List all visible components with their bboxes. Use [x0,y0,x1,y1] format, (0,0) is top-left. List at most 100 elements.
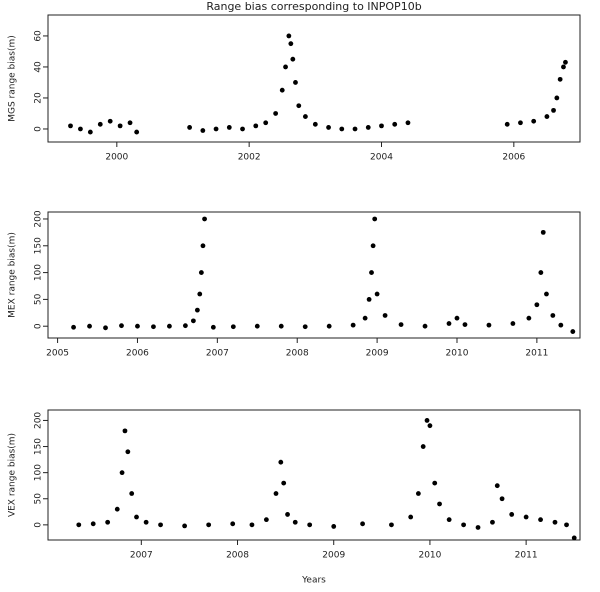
point [554,95,560,101]
point [362,315,368,321]
point [197,291,203,297]
point [76,522,82,528]
point [281,480,287,486]
point [571,535,577,541]
point [278,459,284,465]
point [405,120,411,126]
y-tick-label: 40 [34,61,44,73]
x-tick-label: 2008 [226,551,249,561]
point [158,522,163,528]
point [538,517,543,523]
y-tick-label: 50 [34,293,44,305]
point [365,125,371,130]
point [135,323,140,329]
point [143,519,149,525]
x-tick-label: 2007 [130,551,153,561]
point [283,64,288,70]
point [538,270,544,275]
point [372,216,378,222]
point [339,126,345,132]
point [382,313,388,318]
point [190,318,196,324]
y-tick-label: 0 [34,522,44,528]
point [561,64,566,70]
y-tick-label: 0 [34,323,44,329]
point [352,126,358,132]
point [107,118,113,124]
point [273,111,279,116]
point [292,519,298,525]
point [293,80,298,85]
point [350,322,356,328]
plot-frame [47,409,581,541]
point [518,120,523,126]
point [134,514,139,520]
point [326,125,331,130]
point [494,483,500,489]
point [563,59,568,65]
point [97,121,103,127]
point [134,129,140,135]
point [206,522,212,528]
point [424,418,430,423]
y-axis-label: VEX range bias(m) [8,433,18,517]
y-tick-label: 0 [34,126,44,132]
point [263,120,269,126]
point [114,506,120,512]
point [253,123,259,129]
point [370,243,376,249]
point [103,325,108,331]
point [278,323,284,329]
point [90,521,96,527]
point [534,302,540,308]
point [279,87,285,93]
x-tick-label: 2009 [322,551,345,561]
point [552,519,558,525]
point [273,491,279,496]
point [564,522,569,528]
x-tick-label: 2008 [286,349,309,359]
y-tick-label: 20 [34,92,44,104]
x-tick-label: 2007 [206,349,229,359]
point [119,470,125,476]
point [167,323,172,329]
point [286,33,292,39]
point [462,322,468,327]
x-tick-label: 2006 [126,349,149,359]
point [510,321,516,326]
x-tick-label: 2006 [502,153,525,163]
point [240,126,245,132]
point [187,125,193,130]
point [182,323,188,329]
point [210,324,216,330]
point [68,123,73,129]
point [475,525,481,530]
point [526,315,532,321]
x-tick-label: 2002 [238,153,261,163]
x-tick-label: 2010 [418,551,441,561]
point [461,522,466,528]
y-axis-label: MGS range bias(m) [8,35,18,122]
point [360,521,365,527]
point [432,480,438,486]
point [182,523,188,529]
point [550,313,556,318]
point [531,118,537,124]
point [540,229,546,235]
point [249,522,255,528]
point [389,522,394,528]
point [374,291,380,297]
point [446,517,452,523]
y-tick-label: 150 [34,237,44,254]
plot-frame [47,211,581,339]
point [326,323,332,329]
point [490,519,495,525]
point [129,491,135,496]
point [408,514,414,520]
y-axis-label: MEX range bias(m) [8,232,18,318]
point [71,324,76,330]
point [302,324,308,330]
point [105,519,111,525]
chart-title: Range bias corresponding to INPOP10b [206,0,421,13]
